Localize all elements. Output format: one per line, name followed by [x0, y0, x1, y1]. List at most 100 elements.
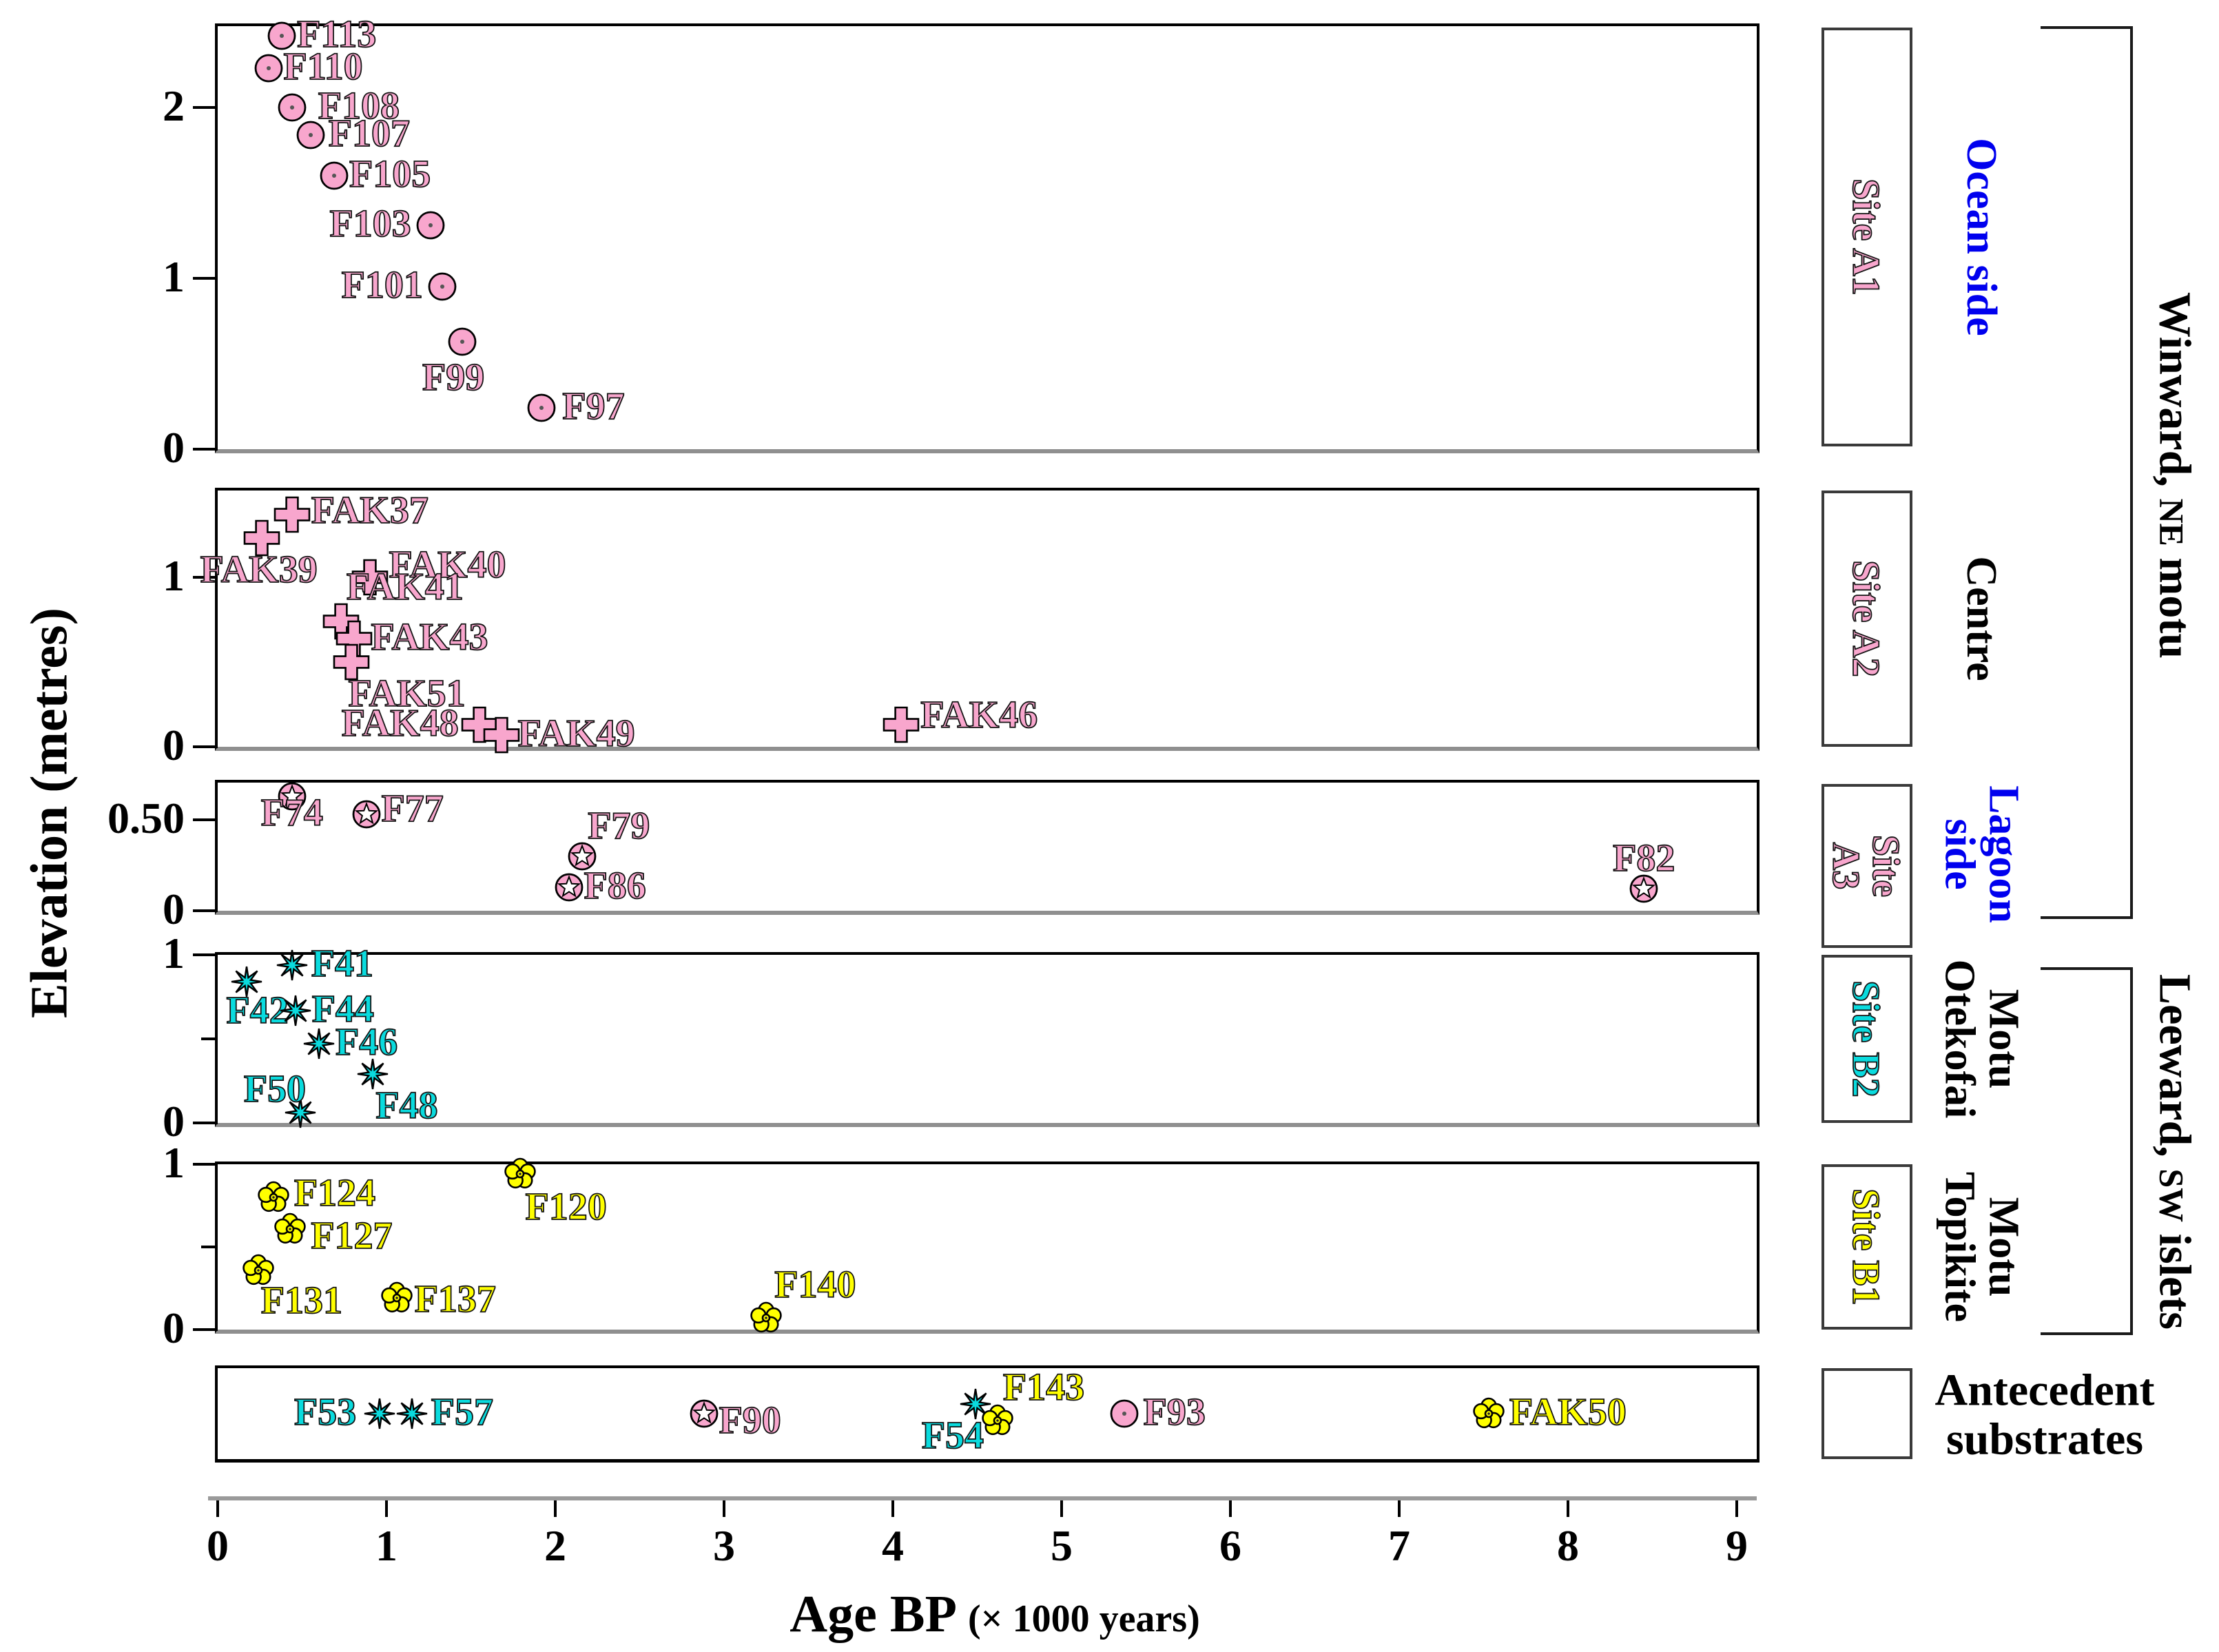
bracket-leeward-bottom-arm: [2041, 1332, 2133, 1335]
x-axis-title-sub: (× 1000 years): [968, 1598, 1200, 1640]
point-F101-marker-icon: [427, 271, 457, 302]
site-box-b2: [1821, 955, 1912, 1123]
x-tick-label-2: 2: [544, 1521, 566, 1570]
bracket-leeward-top-arm: [2041, 967, 2133, 970]
point-F99-marker-icon: [447, 327, 477, 357]
group-label-a3: Lagoon side: [1936, 785, 2027, 923]
y-tick-A2-0: [193, 745, 218, 748]
point-F137-marker-icon: [379, 1280, 415, 1316]
point-F46-label: F46: [335, 1021, 398, 1064]
x-tick-label-4: 4: [882, 1521, 904, 1570]
point-F74-marker-icon: [277, 781, 307, 812]
point-F127-label: F127: [310, 1214, 393, 1257]
site-box-a1: [1821, 28, 1912, 446]
site-label-a3: Site A3: [1824, 834, 1908, 898]
point-F107-label: F107: [328, 112, 411, 155]
panel-a1: [215, 23, 1759, 453]
point-F79-label: F79: [587, 804, 650, 847]
bracket-winward-bottom-arm: [2041, 916, 2133, 919]
panel-a3: [215, 780, 1759, 915]
point-F105-label: F105: [349, 153, 431, 196]
x-tick-5: [1060, 1500, 1063, 1517]
point-F124-label: F124: [293, 1172, 376, 1215]
y-tick-A2-1: [193, 576, 218, 579]
x-tick-3: [723, 1500, 725, 1517]
point-F101-label: F101: [341, 264, 424, 307]
point-FAK37-marker-icon: [273, 495, 311, 534]
point-FAK41-label: FAK41: [346, 565, 464, 608]
point-F110-label: F110: [283, 45, 364, 88]
point-F105-marker-icon: [319, 161, 349, 191]
point-F110-marker-icon: [254, 53, 284, 83]
y-tick-label-B1-1: 1: [163, 1138, 185, 1187]
x-tick-label-9: 9: [1726, 1521, 1748, 1570]
x-tick-6: [1229, 1500, 1232, 1517]
point-F57-label: F57: [431, 1391, 494, 1434]
point-F74-label: F74: [260, 791, 324, 834]
point-F113-label: F113: [296, 12, 377, 56]
x-axis-title: Age BP (× 1000 years): [789, 1584, 1199, 1644]
point-F42-marker-icon: [230, 965, 263, 998]
y-tick-label-B2-0: 0: [163, 1097, 185, 1146]
y-minor-tick-B1: [201, 1246, 218, 1248]
point-F97-marker-icon: [526, 393, 557, 423]
group-label-a2: Centre: [1958, 556, 2005, 681]
x-tick-label-5: 5: [1051, 1521, 1073, 1570]
point-F44-label: F44: [311, 987, 375, 1031]
point-F54-marker-icon: [959, 1387, 992, 1421]
point-F82-marker-icon: [1629, 874, 1659, 904]
point-F99-label: F99: [422, 355, 485, 399]
x-tick-0: [216, 1500, 219, 1517]
point-F143-marker-icon: [980, 1403, 1015, 1438]
x-tick-label-7: 7: [1388, 1521, 1410, 1570]
group-label-b2: Motu Otekofai: [1936, 959, 2027, 1119]
point-F140-marker-icon: [748, 1300, 784, 1336]
y-minor-tick-B2: [201, 1037, 218, 1040]
y-tick-A1-2: [193, 106, 218, 109]
point-F93-label: F93: [1143, 1391, 1206, 1434]
point-F46-marker-icon: [302, 1027, 336, 1060]
x-tick-2: [554, 1500, 557, 1517]
point-F137-label: F137: [414, 1278, 497, 1321]
point-F53-label: F53: [293, 1391, 357, 1434]
point-F42-label: F42: [226, 989, 289, 1033]
point-FAK46-marker-icon: [882, 705, 920, 744]
site-label-b1: Site B1: [1844, 1188, 1888, 1305]
site-label-a1: Site A1: [1844, 178, 1888, 296]
point-F77-label: F77: [381, 787, 444, 831]
point-FAK37-label: FAK37: [311, 488, 429, 532]
point-F48-marker-icon: [356, 1057, 389, 1091]
x-axis-title-main: Age BP: [789, 1585, 958, 1643]
bracket-winward-label: Winward, NE motu: [2149, 291, 2200, 659]
point-F107-marker-icon: [296, 120, 326, 150]
site-label-a2: Site A2: [1844, 560, 1888, 677]
point-F50-label: F50: [243, 1068, 307, 1111]
x-tick-label-3: 3: [713, 1521, 735, 1570]
point-FAK49-label: FAK49: [517, 712, 636, 755]
y-axis-title: Elevation (metres): [20, 608, 79, 1018]
point-F77-marker-icon: [351, 799, 382, 829]
x-tick-label-8: 8: [1557, 1521, 1579, 1570]
point-F103-label: F103: [329, 203, 412, 246]
point-FAK51-marker-icon: [332, 643, 371, 681]
site-box-a2: [1821, 491, 1912, 747]
point-F41-label: F41: [311, 942, 374, 985]
y-tick-label-A2-0: 0: [163, 721, 185, 770]
panel-a2: [215, 488, 1759, 751]
y-tick-B2-0: [193, 1122, 218, 1124]
y-tick-label-A3-0.50: 0.50: [107, 794, 185, 843]
antecedent-substrates-label: Antecedent substrates: [1934, 1365, 2155, 1465]
x-tick-label-6: 6: [1219, 1521, 1241, 1570]
site-box-a3: [1821, 784, 1912, 948]
point-F108-label: F108: [318, 85, 400, 127]
point-F53-marker-icon: [363, 1397, 396, 1430]
point-F131-label: F131: [260, 1279, 343, 1322]
x-axis-line: [208, 1496, 1757, 1500]
point-F48-label: F48: [375, 1084, 438, 1128]
point-F108-marker-icon: [277, 92, 307, 123]
point-FAK40-label: FAK40: [389, 544, 507, 586]
point-F103-marker-icon: [415, 210, 446, 240]
x-tick-1: [385, 1500, 388, 1517]
point-F127-marker-icon: [272, 1211, 308, 1247]
